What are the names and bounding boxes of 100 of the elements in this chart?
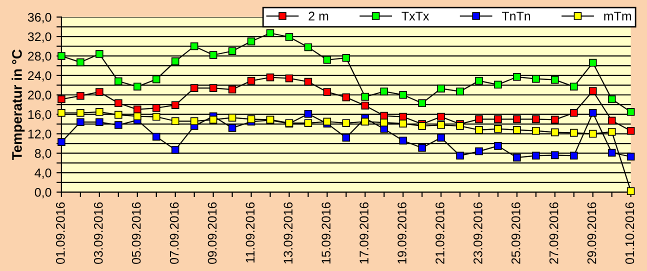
point — [96, 88, 104, 96]
point — [114, 77, 122, 86]
point — [380, 88, 388, 96]
point — [588, 130, 597, 138]
point — [588, 58, 597, 67]
point — [228, 47, 236, 56]
point — [456, 152, 464, 160]
point — [76, 58, 84, 66]
point — [190, 42, 198, 50]
x-tick-label: 01.10.2016 — [625, 202, 634, 264]
point — [380, 118, 388, 126]
y-tick-label: 28,0 — [28, 52, 52, 62]
point — [171, 146, 180, 154]
point — [475, 115, 483, 124]
point — [608, 95, 616, 104]
point — [266, 73, 274, 82]
point — [133, 82, 142, 91]
point — [171, 101, 180, 109]
point — [323, 88, 332, 96]
point — [437, 121, 445, 129]
x-tick-label: 29.09.2016 — [587, 202, 596, 264]
point — [361, 102, 370, 110]
point — [532, 74, 540, 83]
point — [152, 132, 160, 141]
legend-label: TxTx — [402, 12, 430, 20]
point — [96, 118, 104, 126]
point — [494, 80, 502, 89]
point — [418, 144, 426, 152]
point — [608, 128, 616, 136]
point — [399, 120, 407, 128]
point — [494, 125, 502, 133]
point — [342, 54, 350, 62]
point — [209, 51, 218, 59]
x-tick-label: 15.09.2016 — [322, 202, 331, 264]
point — [247, 37, 256, 46]
point — [626, 152, 635, 161]
point — [342, 119, 350, 127]
point — [437, 84, 445, 92]
point — [588, 87, 597, 95]
point — [494, 115, 502, 124]
point — [513, 72, 521, 81]
point — [76, 92, 84, 100]
point — [513, 154, 521, 162]
point — [266, 29, 274, 38]
point — [133, 112, 142, 120]
point — [114, 121, 122, 129]
point — [608, 116, 616, 125]
point — [437, 112, 445, 121]
point — [76, 108, 84, 117]
point — [304, 43, 312, 52]
point — [361, 92, 370, 101]
x-tick-label: 05.09.2016 — [132, 202, 141, 264]
point — [96, 108, 104, 116]
point — [228, 124, 236, 132]
point — [96, 50, 104, 58]
point — [475, 147, 483, 156]
x-tick-label: 17.09.2016 — [360, 202, 368, 264]
legend-label: TnTn — [502, 12, 530, 20]
point — [114, 99, 122, 108]
y-tick-label: 16,0 — [28, 110, 52, 120]
point — [475, 126, 483, 134]
x-tick-label: 19.09.2016 — [398, 202, 406, 264]
x-tick-label: 11.09.2016 — [246, 202, 255, 263]
point — [626, 108, 635, 116]
point — [342, 134, 350, 142]
point — [152, 75, 160, 84]
point — [475, 76, 483, 85]
point — [209, 84, 218, 92]
legend-label: mTm — [604, 12, 631, 20]
point — [532, 115, 540, 124]
point — [323, 56, 332, 64]
legend-label: 2 m — [308, 12, 328, 20]
point — [456, 88, 464, 96]
x-tick-label: 03.09.2016 — [94, 202, 103, 264]
point — [626, 126, 635, 135]
point — [152, 104, 160, 112]
point — [342, 93, 350, 102]
point — [551, 128, 559, 136]
point — [209, 116, 218, 124]
point — [171, 117, 180, 126]
x-tick-label: 23.09.2016 — [474, 202, 482, 264]
point — [399, 90, 407, 99]
y-tick-label: 20,0 — [28, 90, 52, 102]
point — [228, 86, 236, 94]
point — [532, 152, 540, 160]
point — [551, 116, 559, 124]
point — [570, 152, 578, 160]
point — [588, 108, 597, 117]
point — [133, 106, 142, 114]
point — [228, 114, 236, 122]
point — [152, 112, 160, 121]
point — [570, 128, 578, 137]
point — [361, 118, 370, 126]
point — [114, 110, 122, 119]
y-axis-title: Temperatur in °C — [12, 49, 25, 160]
x-tick-label: 27.09.2016 — [549, 202, 558, 264]
point — [171, 57, 180, 66]
x-tick-label: 25.09.2016 — [511, 202, 520, 264]
point — [570, 82, 578, 91]
y-tick-label: 32,0 — [28, 32, 52, 43]
